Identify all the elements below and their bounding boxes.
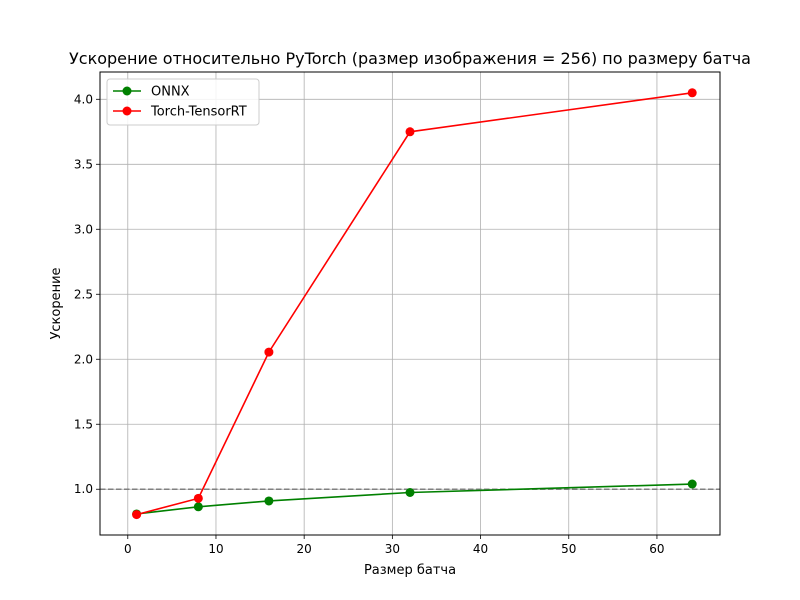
y-tick-label: 1.5 <box>74 417 93 431</box>
legend: ONNX Torch-TensorRT <box>106 78 260 126</box>
x-tick-label: 60 <box>649 542 664 556</box>
ticks: 0 10 20 30 40 50 60 1.0 1.5 2.0 2.5 3.0 3.5 4.0 <box>74 92 665 556</box>
data-point-torch-tensorrt <box>687 88 697 98</box>
data-point-torch-tensorrt <box>132 510 142 520</box>
y-axis-label: Ускорение <box>49 267 64 339</box>
x-axis-label: Размер батча <box>364 563 456 578</box>
y-tick-label: 3.0 <box>74 222 93 236</box>
y-tick-label: 3.5 <box>74 157 93 171</box>
x-tick-label: 10 <box>208 542 223 556</box>
legend-label-torch-tensorrt: Torch-TensorRT <box>150 105 247 120</box>
legend-marker-torch-tensorrt <box>122 106 132 116</box>
data-point-onnx <box>405 487 415 497</box>
plot-frame <box>99 71 721 536</box>
x-tick-label: 30 <box>385 542 400 556</box>
legend-marker-onnx <box>122 86 132 96</box>
data-point-onnx <box>264 496 274 506</box>
y-tick-label: 2.0 <box>74 352 93 366</box>
series-group <box>132 88 697 520</box>
data-point-torch-tensorrt <box>264 347 274 357</box>
data-point-torch-tensorrt <box>193 493 203 503</box>
x-tick-label: 50 <box>561 542 576 556</box>
y-tick-label: 2.5 <box>74 287 93 301</box>
legend-label-onnx: ONNX <box>151 85 190 100</box>
data-point-onnx <box>687 479 697 489</box>
x-tick-label: 0 <box>124 542 132 556</box>
chart-title: Ускорение относительно PyTorch (размер и… <box>69 49 751 68</box>
data-point-onnx <box>193 502 203 512</box>
y-tick-label: 1.0 <box>74 482 93 496</box>
x-tick-label: 20 <box>297 542 312 556</box>
data-point-torch-tensorrt <box>405 127 415 137</box>
x-tick-label: 40 <box>473 542 488 556</box>
legend-box <box>106 78 260 126</box>
y-tick-label: 4.0 <box>74 92 93 106</box>
